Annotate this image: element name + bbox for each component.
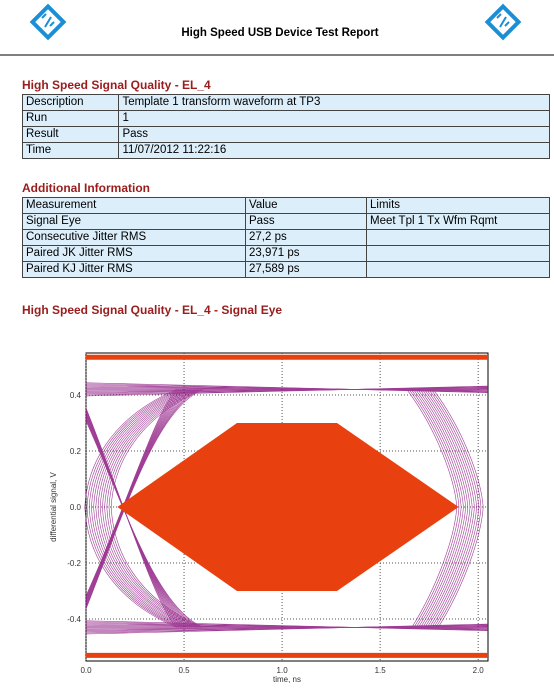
x-axis-label: time, ns [273,675,301,684]
eye-trace [86,389,180,628]
table-cell [366,261,550,278]
table-cell: Measurement [22,197,246,214]
eye-trace [426,389,477,628]
eye-trace [85,419,202,628]
eye-trace [85,418,199,628]
eye-trace [85,385,489,397]
eye-trace [85,417,197,628]
table-cell: Value [245,197,367,214]
x-tick-label: 1.0 [277,666,289,675]
eye-trace [85,389,204,610]
eye-trace [108,389,202,628]
eye-trace [424,389,475,628]
eye-trace [99,389,193,628]
table-row: Description Template 1 transform waveform… [21,94,550,111]
eye-trace [106,389,199,628]
eye-trace [88,389,182,628]
x-tick-label: 0.0 [80,666,92,675]
table-cell: Paired KJ Jitter RMS [22,261,246,278]
eye-trace [408,389,460,628]
eye-trace [417,389,469,628]
table-cell [366,229,550,246]
table-cell: Consecutive Jitter RMS [22,229,246,246]
table-cell: 27,2 ps [245,229,367,246]
eye-trace [85,420,204,628]
section-heading: High Speed Signal Quality - EL_4 [22,78,211,92]
eye-trace [421,389,473,628]
table-cell: 23,971 ps [245,245,367,262]
eye-traces [84,382,489,635]
eye-trace [432,389,484,628]
table-cell: 1 [118,110,550,127]
table-cell: Pass [118,126,550,143]
x-tick-label: 2.0 [473,666,485,675]
y-tick-label: 0.0 [70,503,82,512]
table-cell: Limits [366,197,550,214]
y-tick-label: -0.2 [67,559,81,568]
eye-trace [415,389,466,628]
section-heading: High Speed Signal Quality - EL_4 - Signa… [22,303,283,317]
y-tick-label: -0.4 [67,615,81,624]
table-row: Measurement Value Limits [22,197,550,214]
eye-trace [97,389,191,628]
table-cell: Run [21,110,120,127]
eye-mask [117,423,459,591]
table-cell [366,245,550,262]
eye-trace [110,389,204,628]
eye-trace [95,389,188,628]
section-heading: Additional Information [22,181,150,195]
y-axis-label: differential signal, V [49,472,58,542]
eye-trace [410,389,462,628]
eye-trace [413,389,464,628]
signal-quality-table: Description Template 1 transform waveform… [21,94,550,159]
x-tick-label: 1.5 [375,666,387,675]
table-cell: 27,589 ps [245,261,367,278]
table-cell: Signal Eye [22,213,246,230]
table-row: Signal Eye Pass Meet Tpl 1 Tx Wfm Rqmt [22,213,550,230]
header: High Speed USB Device Test Report [0,3,554,56]
y-tick-label: 0.4 [70,391,82,400]
eye-chart: 0.0 0.5 1.0 1.5 2.0 0.4 0.2 0.0 -0.2 -0.4 time, ns… [49,352,489,684]
eye-trace [84,389,177,628]
additional-info-table: Measurement Value Limits Signal Eye Pass Meet… [22,197,550,278]
eye-trace [85,416,195,628]
eye-trace [430,389,482,628]
table-row: Result Pass [21,126,550,143]
eye-trace [419,389,471,628]
report-title: High Speed USB Device Test Report [181,27,378,39]
eye-trace [91,389,184,628]
table-cell: Result [21,126,120,143]
eye-trace [85,414,191,628]
logo [29,3,67,41]
table-cell: Meet Tpl 1 Tx Wfm Rqmt [366,213,550,230]
table-row: Run 1 [21,110,550,127]
y-tick-label: 0.2 [70,447,82,456]
eye-trace [102,389,195,628]
eye-trace [93,389,186,628]
table-cell: Template 1 transform waveform at TP3 [118,94,550,111]
table-row: Consecutive Jitter RMS 27,2 ps [22,229,550,246]
table-cell: Pass [245,213,367,230]
eye-trace [85,623,489,635]
table-cell: Paired JK Jitter RMS [22,245,246,262]
table-row: Paired JK Jitter RMS 23,971 ps [22,245,550,262]
table-cell: Description [21,94,120,111]
eye-trace [428,389,480,628]
eye-trace [104,389,197,628]
table-row: Time 11/07/2012 11:22:16 [21,142,550,159]
table-row: Paired KJ Jitter RMS 27,589 ps [22,261,550,278]
table-cell: 11/07/2012 11:22:16 [118,142,550,159]
x-tick-label: 0.5 [178,666,190,675]
table-cell: Time [21,142,120,159]
logo [484,3,522,41]
